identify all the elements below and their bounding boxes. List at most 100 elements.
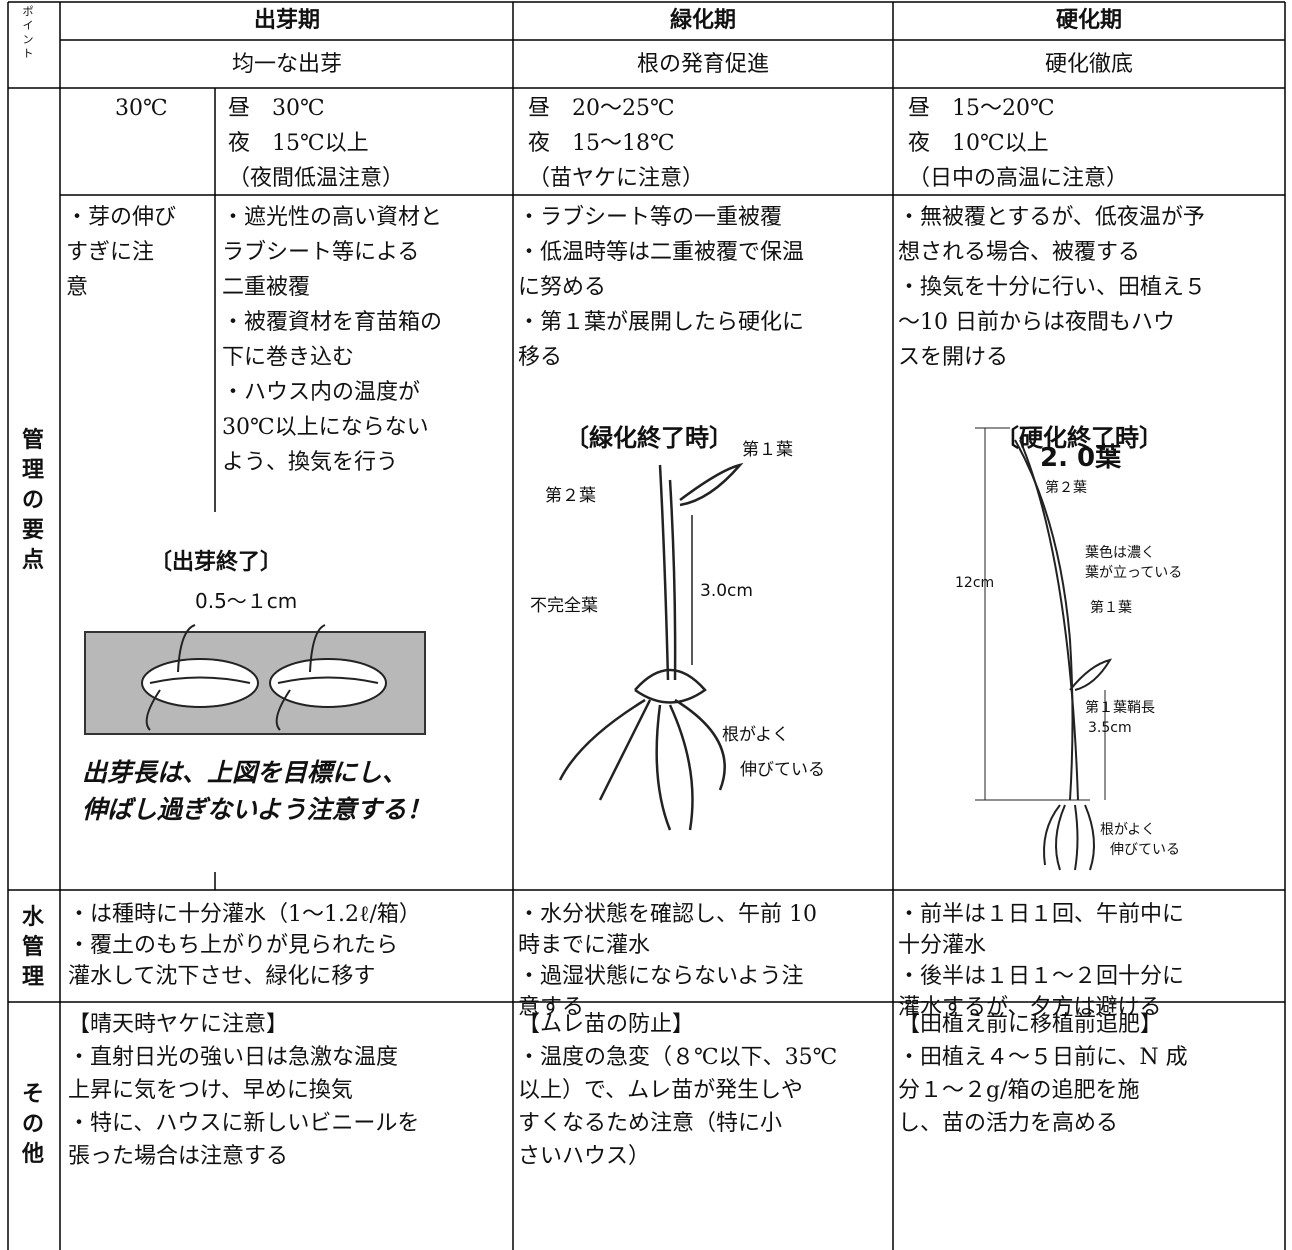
temperature: 30℃ — [115, 96, 168, 121]
note: に努める — [518, 275, 607, 300]
row-label: 他 — [22, 1142, 45, 1167]
temperature: 昼 20～25℃ — [528, 96, 675, 121]
note: さいハウス） — [518, 1144, 651, 1169]
note: 想される場合、被覆する — [898, 240, 1141, 265]
temperature: 昼 30℃ — [228, 96, 325, 121]
figure-label: 伸びている — [1110, 842, 1180, 858]
note: し、苗の活力を高める — [898, 1111, 1119, 1136]
stage-name: 硬化期 — [1055, 8, 1123, 33]
note: ・換気を十分に行い、田植え５ — [898, 275, 1207, 300]
point-label: イ — [22, 19, 34, 32]
note: ・特に、ハウスに新しいビニールを — [68, 1111, 420, 1136]
figure-label: 第１葉鞘長 — [1085, 700, 1155, 716]
note: 張った場合は注意する — [68, 1144, 289, 1169]
stage-goal: 硬化徹底 — [1044, 52, 1134, 77]
note: 30℃以上にならない — [222, 415, 429, 440]
stage-goal: 均一な出芽 — [231, 52, 343, 77]
note: 以上）で、ムレ苗が発生しや — [518, 1078, 803, 1103]
figure-label: 第２葉 — [545, 486, 596, 506]
figure-label: 3.0cm — [700, 581, 753, 601]
note: ・水分状態を確認し、午前 10 — [518, 902, 817, 927]
figure-label: 0.5～１cm — [195, 589, 298, 613]
note: 【田植え前に移植前追肥】 — [898, 1012, 1163, 1037]
figure-title: 〔硬化終了時〕 — [995, 424, 1163, 452]
note: ・遮光性の高い資材と — [222, 205, 443, 230]
note: ・ハウス内の温度が — [222, 380, 421, 405]
note: ・ラブシート等の一重被覆 — [518, 205, 783, 230]
figure-title: 〔出芽終了〕 — [150, 550, 283, 575]
row-label: 水 — [22, 905, 45, 930]
stage-name: 出芽期 — [253, 8, 321, 33]
figure-label: 第１葉 — [742, 440, 793, 460]
note: 二重被覆 — [222, 275, 311, 300]
note: 【ムレ苗の防止】 — [518, 1012, 695, 1037]
temperature: 夜 10℃以上 — [908, 131, 1049, 156]
note: 時までに灌水 — [518, 933, 651, 958]
leaf-count: 2. 0葉 — [1040, 443, 1122, 473]
figure-label: 根がよく — [1100, 822, 1156, 838]
greening-illustration — [558, 462, 744, 831]
note: ・田植え４～５日前に、N 成 — [898, 1045, 1188, 1070]
figure-label: 葉が立っている — [1085, 565, 1183, 581]
note: よう、換気を行う — [222, 450, 399, 475]
note: すくなるため注意（特に小 — [518, 1111, 783, 1136]
note: ・低温時等は二重被覆で保温 — [518, 240, 805, 265]
hardening-illustration — [975, 427, 1113, 871]
figure-label: 根がよく — [722, 725, 790, 745]
note: 灌水して沈下させ、緑化に移す — [68, 964, 376, 989]
temperature: 夜 15℃以上 — [228, 131, 369, 156]
temperature: （夜間低温注意） — [228, 166, 405, 191]
row-label: 理 — [22, 965, 45, 990]
note: 上昇に気をつけ、早めに換気 — [68, 1078, 353, 1103]
figure-caption: 伸ばし過ぎないよう注意する！ — [82, 795, 432, 824]
note: ～10 日前からは夜間もハウ — [898, 310, 1175, 335]
point-label: ン — [22, 33, 34, 46]
note: 十分灌水 — [898, 933, 987, 958]
note: ・芽の伸び — [66, 205, 177, 230]
note: ・被覆資材を育苗箱の — [222, 310, 443, 335]
row-label: 管 — [22, 428, 45, 453]
note: スを開ける — [898, 345, 1009, 370]
note: ・温度の急変（８℃以下、35℃ — [518, 1045, 838, 1070]
row-label: の — [22, 1112, 45, 1137]
figure-label: 第２葉 — [1045, 480, 1087, 496]
note: ・第１葉が展開したら硬化に — [518, 310, 805, 335]
row-label: 点 — [22, 548, 45, 573]
row-label: 要 — [22, 518, 45, 543]
emergence-illustration — [84, 624, 426, 735]
note: ・後半は１日１～２回十分に — [898, 964, 1185, 989]
note: 下に巻き込む — [222, 345, 355, 370]
temperature: 夜 15～18℃ — [528, 131, 675, 156]
figure-label: 第１葉 — [1090, 600, 1132, 616]
note: ・過湿状態にならないよう注 — [518, 964, 804, 989]
figure-label: 3.5cm — [1088, 720, 1132, 736]
table-lines — [7, 1, 1286, 1250]
row-label: 理 — [22, 458, 45, 483]
figure-label: 伸びている — [740, 760, 825, 780]
figure-label: 葉色は濃く — [1085, 545, 1155, 561]
row-label: そ — [22, 1082, 45, 1107]
note: ラブシート等による — [222, 240, 420, 265]
row-label: 管 — [22, 935, 45, 960]
note: 意する — [518, 995, 585, 1020]
note: ・前半は１日１回、午前中に — [898, 902, 1185, 927]
note: 分１～２g/箱の追肥を施 — [898, 1078, 1140, 1103]
note: 灌水するが、夕方は避ける — [898, 995, 1162, 1020]
figure-label: 12cm — [955, 575, 995, 591]
note: ・覆土のもち上がりが見られたら — [68, 933, 399, 958]
figure-title: 〔緑化終了時〕 — [565, 424, 733, 452]
point-label: ポ — [22, 5, 34, 18]
temperature: （日中の高温に注意） — [908, 166, 1129, 191]
temperature: 昼 15～20℃ — [908, 96, 1055, 121]
stage-goal: 根の発育促進 — [636, 52, 770, 77]
note: 移る — [518, 345, 563, 370]
point-label: ト — [22, 47, 34, 60]
note: 【晴天時ヤケに注意】 — [68, 1012, 289, 1037]
figure-caption: 出芽長は、上図を目標にし、 — [82, 758, 408, 787]
note: ・無被覆とするが、低夜温が予 — [898, 205, 1205, 230]
figure-label: 不完全葉 — [530, 596, 598, 616]
note: すぎに注 — [66, 240, 155, 265]
note: ・は種時に十分灌水（1～1.2ℓ/箱） — [68, 902, 421, 927]
temperature: （苗ヤケに注意） — [528, 166, 705, 191]
